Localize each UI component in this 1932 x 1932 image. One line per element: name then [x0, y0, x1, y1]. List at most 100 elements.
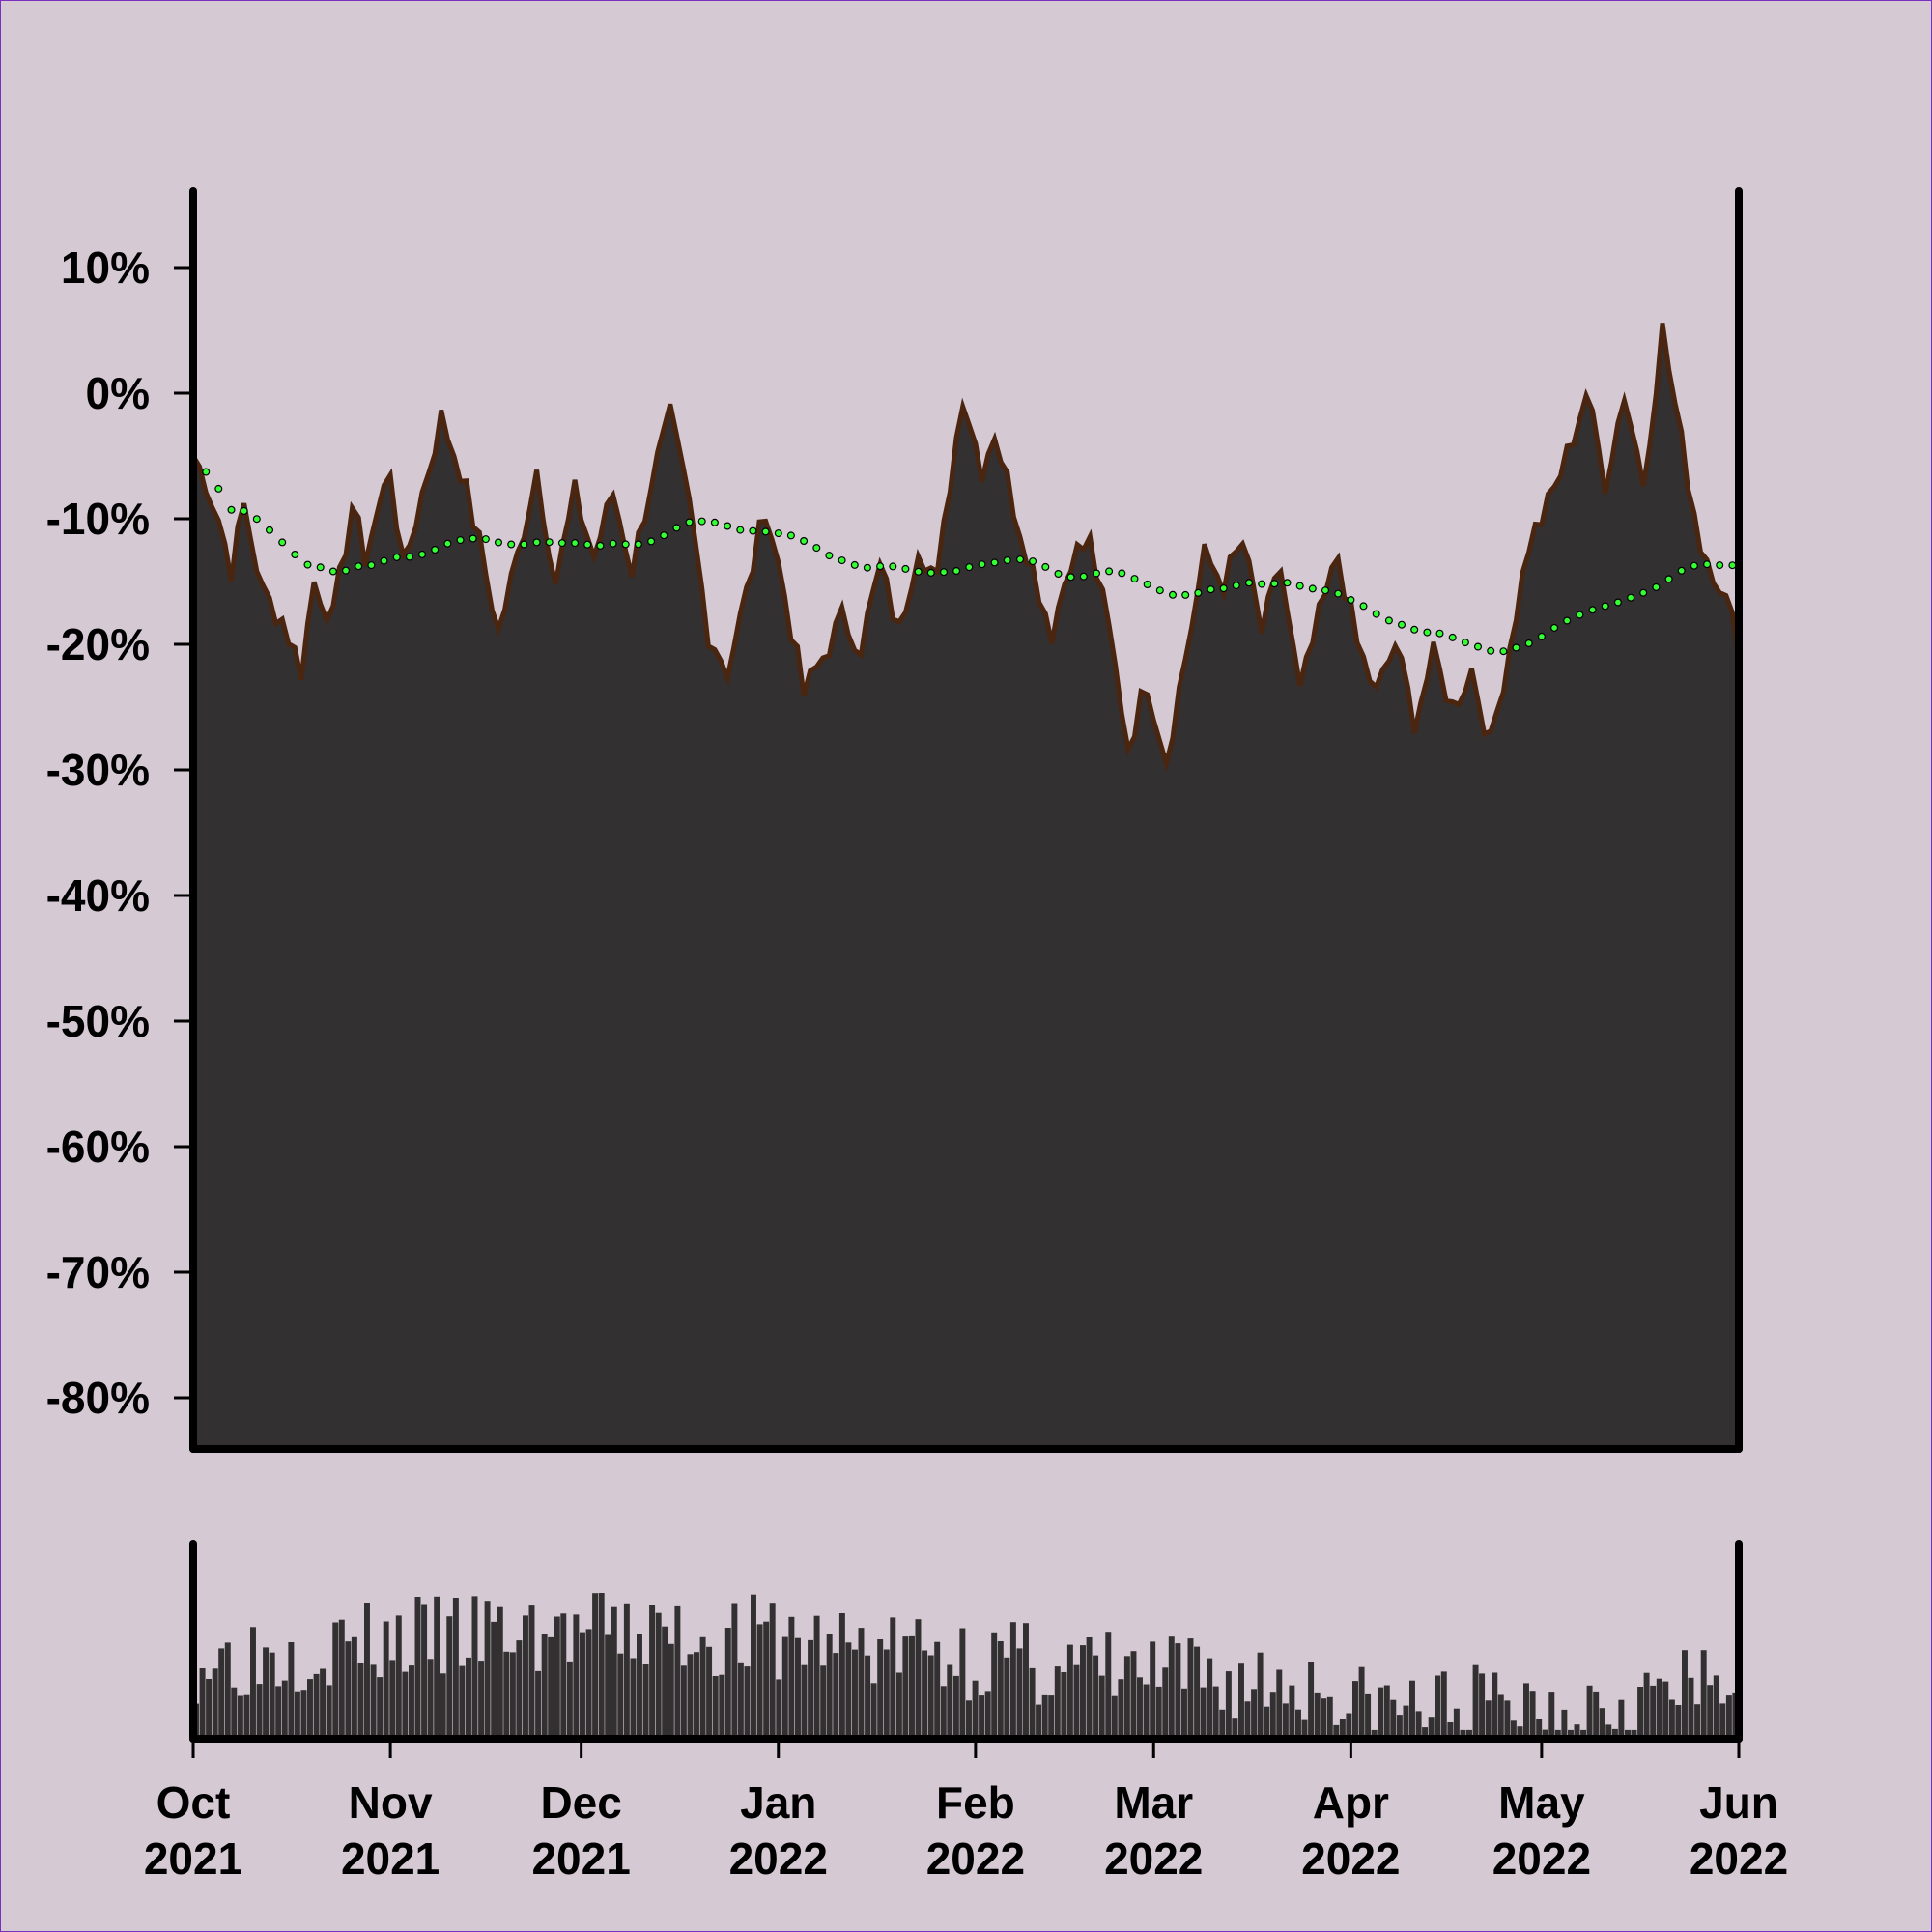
volume-bar [212, 1668, 218, 1739]
volume-bar [1029, 1667, 1036, 1739]
volume-bar [1352, 1681, 1358, 1739]
volume-bar [1668, 1699, 1675, 1739]
volume-bar [1194, 1646, 1201, 1739]
moving-average-point [545, 538, 554, 547]
x-tick-month: Dec [540, 1777, 621, 1828]
moving-average-point [965, 563, 974, 572]
volume-bar [243, 1694, 250, 1739]
moving-average-point [800, 536, 809, 545]
moving-average-point [1207, 585, 1215, 594]
moving-average-point [1181, 590, 1190, 599]
main-area-series [190, 323, 1742, 1449]
volume-bar [1150, 1641, 1156, 1739]
volume-bar [1700, 1650, 1707, 1739]
volume-bar [1688, 1677, 1694, 1739]
volume-bar [776, 1679, 782, 1739]
main-price-panel: 10% 0% -10% -20% -30% -40% -50% -60% -70% -80% [46, 187, 1743, 1453]
moving-average-point [1613, 598, 1622, 607]
moving-average-point [303, 560, 312, 569]
y-tick-label: -80% [46, 1373, 150, 1423]
moving-average-point [405, 553, 413, 561]
moving-average-point [850, 560, 859, 569]
volume-bar [1225, 1671, 1232, 1739]
moving-average-point [1639, 588, 1648, 597]
y-tick-label: -50% [46, 996, 150, 1046]
volume-bar [1428, 1717, 1435, 1739]
volume-bar [991, 1632, 998, 1739]
moving-average-point [1384, 616, 1393, 625]
moving-average-point [532, 538, 541, 547]
volume-bar [509, 1652, 516, 1739]
volume-bar [820, 1665, 827, 1739]
volume-bar [1086, 1637, 1093, 1739]
moving-average-point [1690, 561, 1698, 570]
x-tick-year: 2022 [1301, 1833, 1400, 1884]
volume-bar [1251, 1689, 1258, 1739]
moving-average-point [710, 518, 719, 526]
x-tick-year: 2022 [729, 1833, 828, 1884]
moving-average-point [1703, 560, 1712, 569]
volume-bar [1219, 1709, 1226, 1739]
volume-bar [1586, 1685, 1593, 1739]
volume-bar [421, 1604, 428, 1739]
volume-bar [1041, 1694, 1048, 1739]
moving-average-point [609, 539, 617, 548]
main-area-fill [193, 323, 1739, 1449]
moving-average-point [685, 518, 694, 526]
volume-bar [1453, 1708, 1460, 1739]
volume-bar [1054, 1666, 1061, 1739]
volume-bar [288, 1642, 295, 1739]
volume-bar [377, 1677, 384, 1739]
volume-bar [1004, 1657, 1010, 1739]
moving-average-point [1677, 566, 1686, 575]
volume-bar [668, 1643, 674, 1739]
volume-bar [915, 1619, 922, 1739]
volume-bar [1435, 1675, 1441, 1739]
volume-bar [655, 1612, 662, 1739]
volume-bar [712, 1676, 719, 1739]
volume-bar [979, 1695, 985, 1739]
volume-bar [409, 1665, 414, 1739]
volume-bar [1422, 1727, 1429, 1739]
moving-average-point [1537, 632, 1546, 640]
volume-bar [351, 1636, 357, 1739]
moving-average-series [189, 452, 1737, 656]
volume-bar [224, 1642, 231, 1739]
moving-average-point [431, 545, 440, 554]
volume-bar [598, 1593, 605, 1739]
moving-average-point [520, 540, 528, 549]
volume-bar [611, 1606, 617, 1739]
moving-average-point [1372, 610, 1380, 618]
volume-bar [972, 1680, 979, 1739]
volume-bar [573, 1614, 580, 1739]
volume-bar [528, 1605, 535, 1739]
volume-bar [952, 1675, 959, 1739]
moving-average-point [1487, 646, 1495, 655]
main-axes [189, 187, 1743, 1453]
volume-bar [1276, 1669, 1283, 1739]
volume-bar [332, 1622, 339, 1739]
volume-bar [256, 1684, 263, 1739]
volume-bar [744, 1666, 751, 1739]
moving-average-point [812, 544, 821, 553]
volume-bar [1523, 1683, 1529, 1739]
volume-bar [535, 1670, 542, 1739]
volume-bar [858, 1628, 865, 1739]
volume-bar [389, 1660, 396, 1739]
volume-bar [895, 1672, 902, 1739]
volume-bar [491, 1621, 497, 1739]
volume-bar [1631, 1729, 1637, 1739]
moving-average-point [1347, 595, 1355, 604]
volume-bar [1725, 1695, 1732, 1739]
volume-bar [1257, 1652, 1264, 1739]
moving-average-point [596, 541, 605, 550]
volume-bar [1308, 1662, 1315, 1739]
volume-bar [1403, 1705, 1409, 1739]
volume-bar [662, 1626, 668, 1739]
moving-average-point [838, 556, 846, 565]
moving-average-point [1716, 561, 1724, 570]
volume-bar [560, 1613, 567, 1739]
volume-bar [1036, 1704, 1042, 1739]
volume-bar [1346, 1713, 1352, 1739]
volume-bar [1650, 1685, 1657, 1739]
